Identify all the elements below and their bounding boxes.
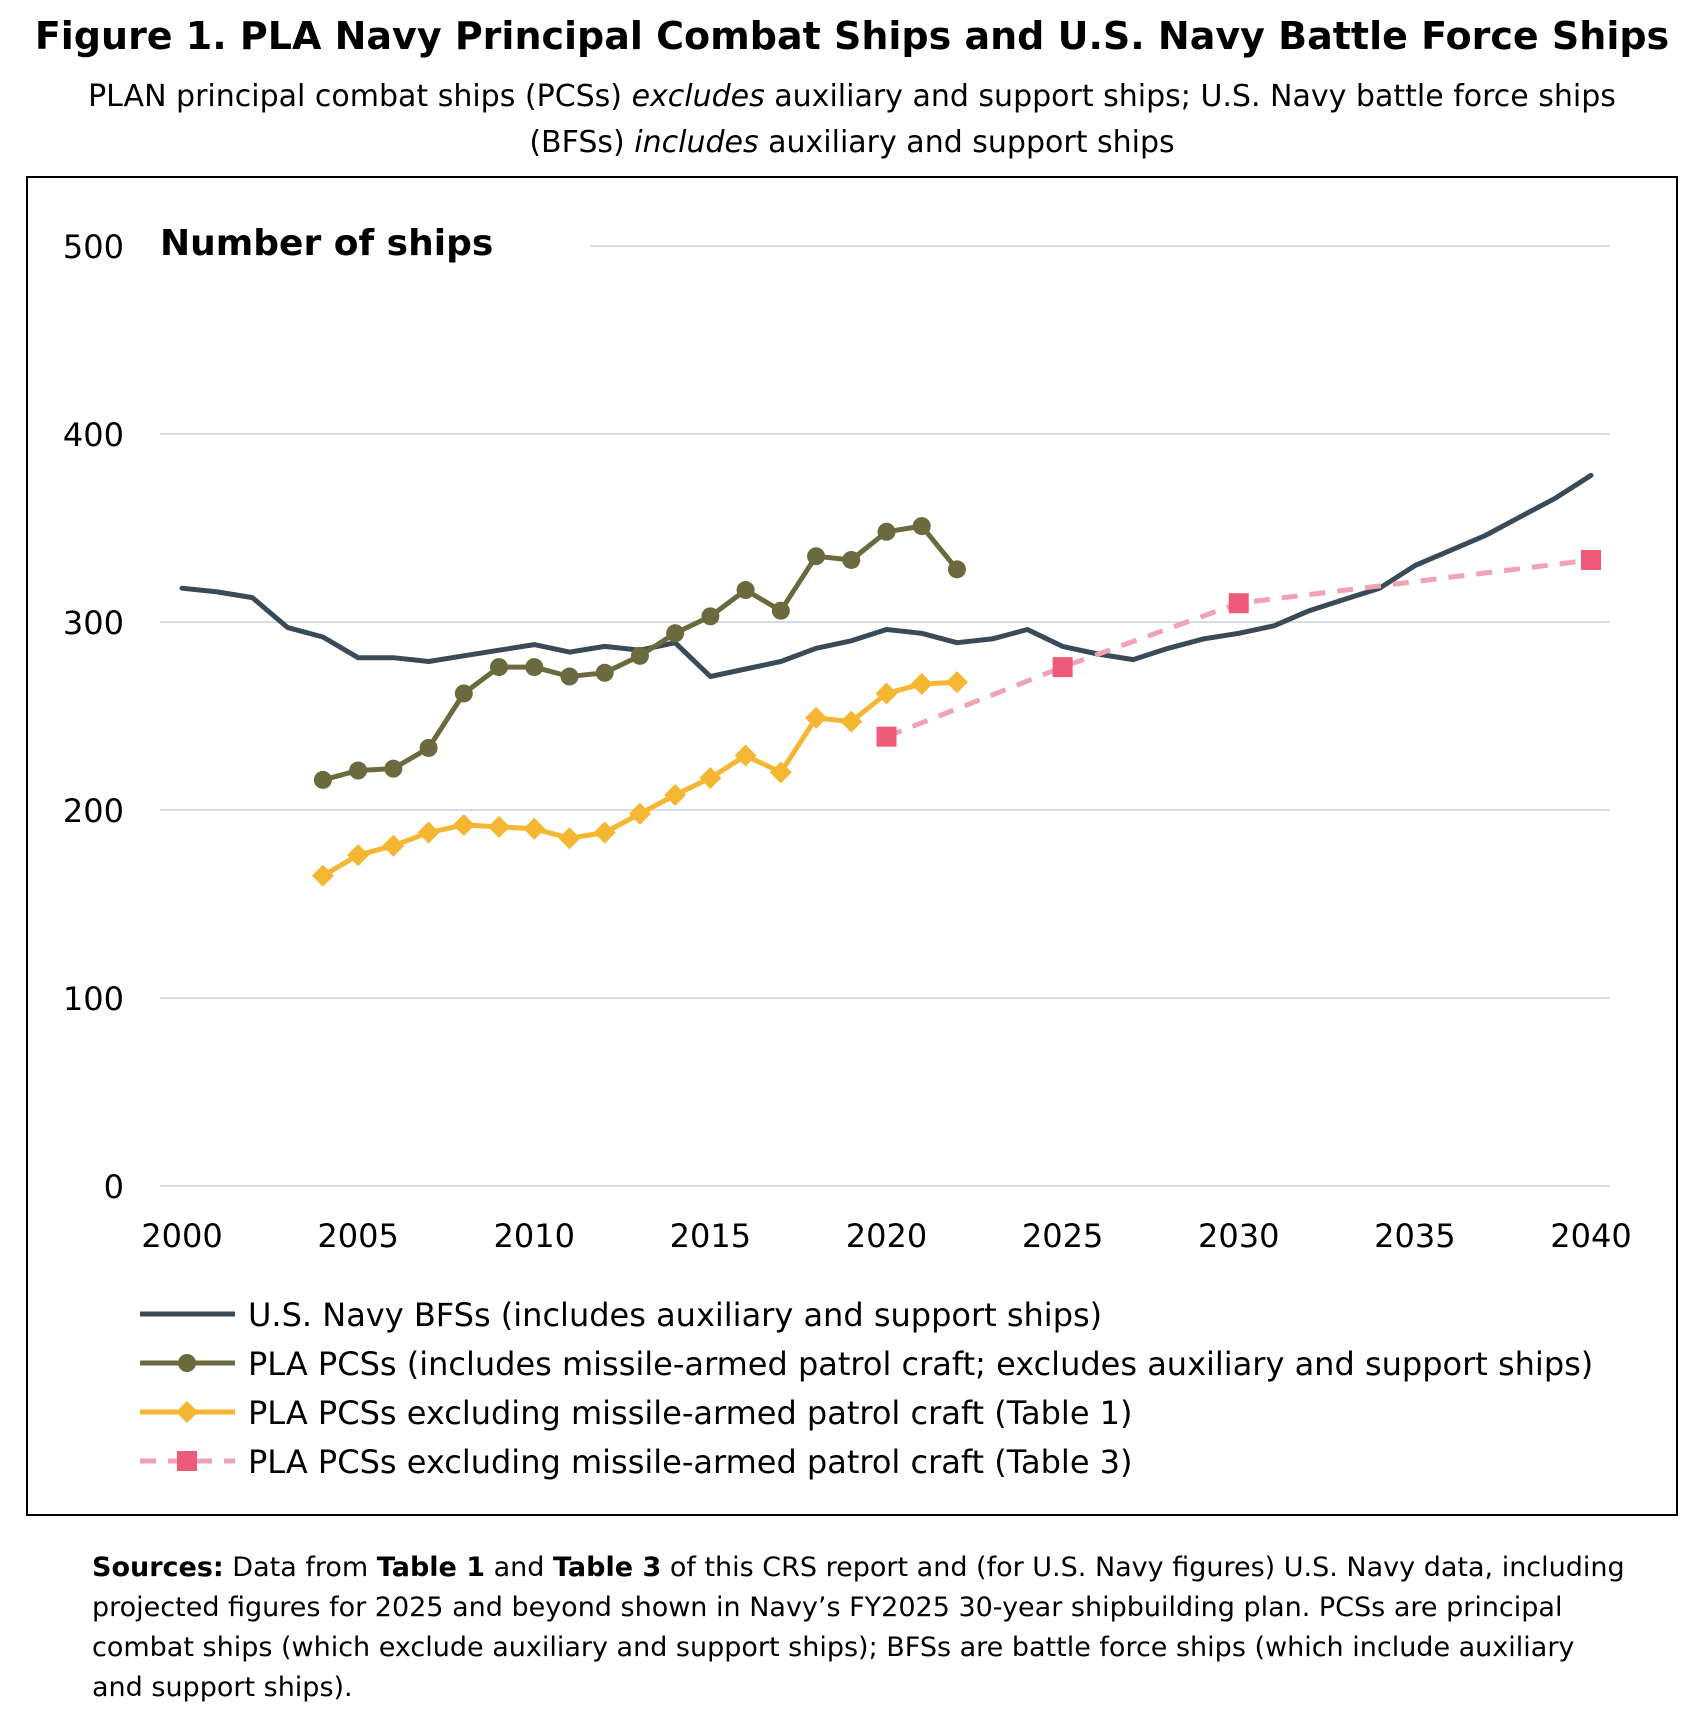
data-point (664, 783, 687, 806)
data-point (560, 667, 579, 686)
data-point (805, 706, 828, 729)
legend-label: PLA PCSs excluding missile-armed patrol … (248, 1394, 1133, 1432)
legend-item-3: PLA PCSs excluding missile-armed patrol … (140, 1394, 1133, 1432)
data-point (840, 710, 863, 733)
data-point (525, 658, 544, 677)
series-line (179, 472, 1594, 679)
data-point (876, 726, 897, 747)
x-tick-label: 2040 (1550, 1217, 1631, 1255)
data-point (666, 624, 685, 643)
data-point (593, 821, 616, 844)
y-tick-label: 200 (63, 792, 124, 830)
legend: U.S. Navy BFSs (includes auxiliary and s… (140, 1296, 1593, 1481)
y-tick-label: 300 (63, 604, 124, 642)
data-point (311, 864, 334, 887)
series-4 (876, 549, 1601, 747)
data-point (490, 658, 509, 677)
x-tick-label: 2005 (317, 1217, 398, 1255)
x-tick-label: 2000 (141, 1217, 222, 1255)
data-point (701, 607, 720, 626)
y-axis-label: Number of ships (160, 223, 493, 264)
data-point (842, 550, 861, 569)
data-point (454, 684, 473, 703)
data-point (912, 517, 931, 536)
legend-item-1: U.S. Navy BFSs (includes auxiliary and s… (140, 1296, 1102, 1334)
data-point (452, 814, 475, 837)
figure-subtitle: PLAN principal combat ships (PCSs) exclu… (88, 79, 1616, 160)
data-point (945, 671, 968, 694)
data-point (595, 663, 614, 682)
legend-marker (177, 1451, 197, 1471)
data-point (734, 744, 757, 767)
line-chart: 0 100 200 300 400 500 2000 2005 2010 2015 2020 202… (63, 223, 1632, 1481)
legend-label: U.S. Navy BFSs (includes auxiliary and s… (248, 1296, 1102, 1334)
figure-title: Figure 1. PLA Navy Principal Combat Ship… (34, 14, 1670, 58)
chart-frame (26, 176, 1678, 1516)
data-point (947, 560, 966, 579)
series-line (320, 679, 960, 879)
legend-marker (176, 1401, 198, 1423)
y-tick-label: 400 (63, 416, 124, 454)
data-point (769, 761, 792, 784)
legend-item-2: PLA PCSs (includes missile-armed patrol … (140, 1345, 1593, 1383)
y-axis-ticks: 0 100 200 300 400 500 (63, 228, 124, 1206)
y-tick-label: 500 (63, 228, 124, 266)
x-axis-ticks: 2000 2005 2010 2015 2020 2025 2030 2035 2040 (141, 1217, 1631, 1255)
legend-label: PLA PCSs (includes missile-armed patrol … (248, 1345, 1593, 1383)
series-1 (179, 472, 1594, 679)
x-tick-label: 2025 (1022, 1217, 1103, 1255)
series-lines (179, 472, 1601, 887)
x-tick-label: 2010 (494, 1217, 575, 1255)
x-tick-label: 2015 (670, 1217, 751, 1255)
data-point (736, 581, 755, 600)
y-tick-label: 100 (63, 980, 124, 1018)
data-point (382, 834, 405, 857)
series-line (885, 557, 1592, 740)
data-point (347, 844, 370, 867)
data-point (630, 646, 649, 665)
data-point (628, 802, 651, 825)
x-tick-label: 2030 (1198, 1217, 1279, 1255)
y-tick-label: 0 (104, 1168, 124, 1206)
data-point (313, 770, 332, 789)
data-point (384, 759, 403, 778)
legend-marker (178, 1354, 196, 1372)
data-point (349, 761, 368, 780)
series-3 (311, 671, 968, 887)
x-tick-label: 2020 (846, 1217, 927, 1255)
data-point (877, 522, 896, 541)
data-point (807, 547, 826, 566)
series-2 (313, 517, 966, 789)
sources-note: Sources: Data from Table 1 and Table 3 o… (92, 1552, 1625, 1703)
gridlines (160, 245, 1610, 1187)
data-point (558, 827, 581, 850)
data-point (1052, 657, 1073, 678)
legend-label: PLA PCSs excluding missile-armed patrol … (248, 1443, 1133, 1481)
data-point (488, 815, 511, 838)
data-point (910, 673, 933, 696)
data-point (523, 817, 546, 840)
data-point (699, 767, 722, 790)
data-point (417, 821, 440, 844)
data-point (1228, 593, 1249, 614)
legend-item-4: PLA PCSs excluding missile-armed patrol … (140, 1443, 1133, 1481)
data-point (875, 682, 898, 705)
data-point (771, 601, 790, 620)
data-point (419, 738, 438, 757)
x-tick-label: 2035 (1374, 1217, 1455, 1255)
data-point (1581, 549, 1601, 570)
